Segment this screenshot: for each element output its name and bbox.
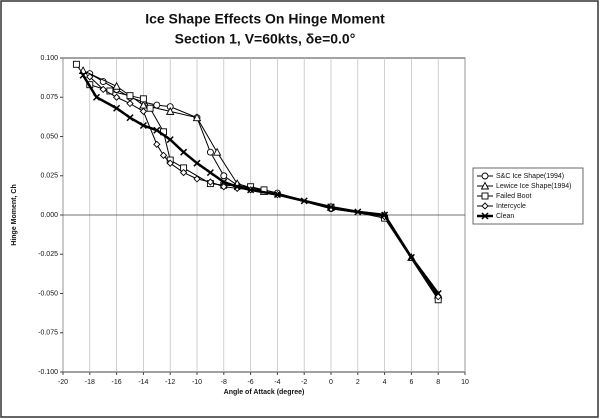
legend-marker bbox=[481, 202, 489, 210]
x-tick-label: 2 bbox=[356, 379, 360, 386]
x-tick-label: -12 bbox=[165, 379, 175, 386]
data-point bbox=[407, 253, 415, 261]
x-axis-title: Angle of Attack (degree) bbox=[224, 389, 305, 396]
data-point bbox=[153, 101, 161, 109]
y-tick-label: -0.100 bbox=[38, 369, 58, 376]
x-tick-label: -6 bbox=[247, 379, 253, 386]
x-tick-label: -2 bbox=[301, 379, 307, 386]
x-tick-label: -20 bbox=[58, 379, 68, 386]
legend-label: S&C Ice Shape(1994) bbox=[496, 173, 564, 180]
legend-marker bbox=[481, 212, 489, 220]
y-tick-label: 0.075 bbox=[40, 94, 58, 101]
data-point bbox=[139, 107, 148, 116]
legend-label: Lewice Ice Shape(1994) bbox=[496, 183, 572, 190]
legend-marker bbox=[481, 172, 489, 180]
legend-marker bbox=[481, 192, 489, 200]
data-point bbox=[72, 60, 80, 68]
y-tick-label: 0.000 bbox=[40, 212, 58, 219]
data-point bbox=[247, 186, 255, 194]
chart-subtitle: Section 1, V=60kts, δe=0.0° bbox=[175, 31, 356, 47]
data-point bbox=[192, 113, 202, 122]
data-point bbox=[179, 168, 188, 177]
data-point bbox=[206, 178, 215, 186]
data-point bbox=[233, 183, 241, 191]
data-point bbox=[126, 92, 134, 100]
legend-label: Failed Boot bbox=[496, 193, 531, 200]
x-tick-label: -10 bbox=[192, 379, 202, 386]
data-point bbox=[327, 203, 335, 211]
x-tick-label: 6 bbox=[409, 379, 413, 386]
data-point bbox=[434, 289, 442, 298]
y-tick-label: -0.050 bbox=[38, 290, 58, 297]
data-point bbox=[212, 147, 222, 156]
data-point bbox=[220, 178, 228, 186]
x-tick-label: 8 bbox=[436, 379, 440, 386]
data-point bbox=[206, 148, 214, 156]
data-point bbox=[86, 73, 94, 81]
data-point bbox=[206, 169, 214, 177]
x-tick-label: -4 bbox=[274, 379, 280, 386]
data-point bbox=[113, 104, 121, 112]
data-point bbox=[153, 140, 161, 148]
data-point bbox=[106, 87, 114, 95]
legend-label: Clean bbox=[496, 213, 514, 220]
data-point bbox=[193, 175, 201, 183]
legend-marker bbox=[480, 181, 490, 190]
data-point bbox=[180, 148, 188, 156]
y-tick-label: -0.075 bbox=[38, 330, 58, 337]
data-point bbox=[165, 106, 175, 115]
data-point bbox=[159, 151, 168, 159]
y-tick-label: 0.025 bbox=[40, 173, 58, 180]
data-point bbox=[126, 99, 134, 108]
data-point bbox=[220, 183, 228, 191]
x-tick-label: -18 bbox=[85, 379, 95, 386]
y-axis-title: Hinge Moment, Ch bbox=[11, 184, 18, 245]
data-point bbox=[92, 93, 101, 101]
data-point bbox=[166, 159, 174, 167]
chart-title: Ice Shape Effects On Hinge Moment bbox=[145, 11, 385, 27]
x-tick-label: -16 bbox=[112, 379, 122, 386]
data-point bbox=[139, 95, 147, 103]
data-point bbox=[153, 126, 161, 134]
data-point bbox=[220, 172, 228, 180]
x-tick-label: -8 bbox=[221, 379, 227, 386]
data-point bbox=[139, 121, 147, 130]
data-point bbox=[381, 211, 389, 219]
legend-label: Intercycle bbox=[496, 203, 526, 210]
y-tick-label: 0.050 bbox=[40, 133, 58, 140]
data-point bbox=[79, 71, 87, 79]
data-point bbox=[273, 191, 281, 199]
x-tick-label: -14 bbox=[138, 379, 148, 386]
data-point bbox=[126, 114, 134, 122]
data-point bbox=[112, 93, 121, 101]
x-tick-label: 4 bbox=[383, 379, 387, 386]
data-point bbox=[166, 136, 174, 144]
data-point bbox=[354, 208, 362, 216]
x-tick-label: 10 bbox=[461, 379, 469, 386]
y-tick-label: -0.025 bbox=[38, 251, 58, 258]
y-tick-label: 0.100 bbox=[40, 55, 58, 62]
data-point bbox=[146, 104, 154, 112]
data-point bbox=[112, 81, 121, 90]
x-tick-label: 0 bbox=[329, 379, 333, 386]
data-point bbox=[300, 197, 308, 205]
data-point bbox=[193, 159, 201, 167]
data-point bbox=[99, 85, 107, 94]
